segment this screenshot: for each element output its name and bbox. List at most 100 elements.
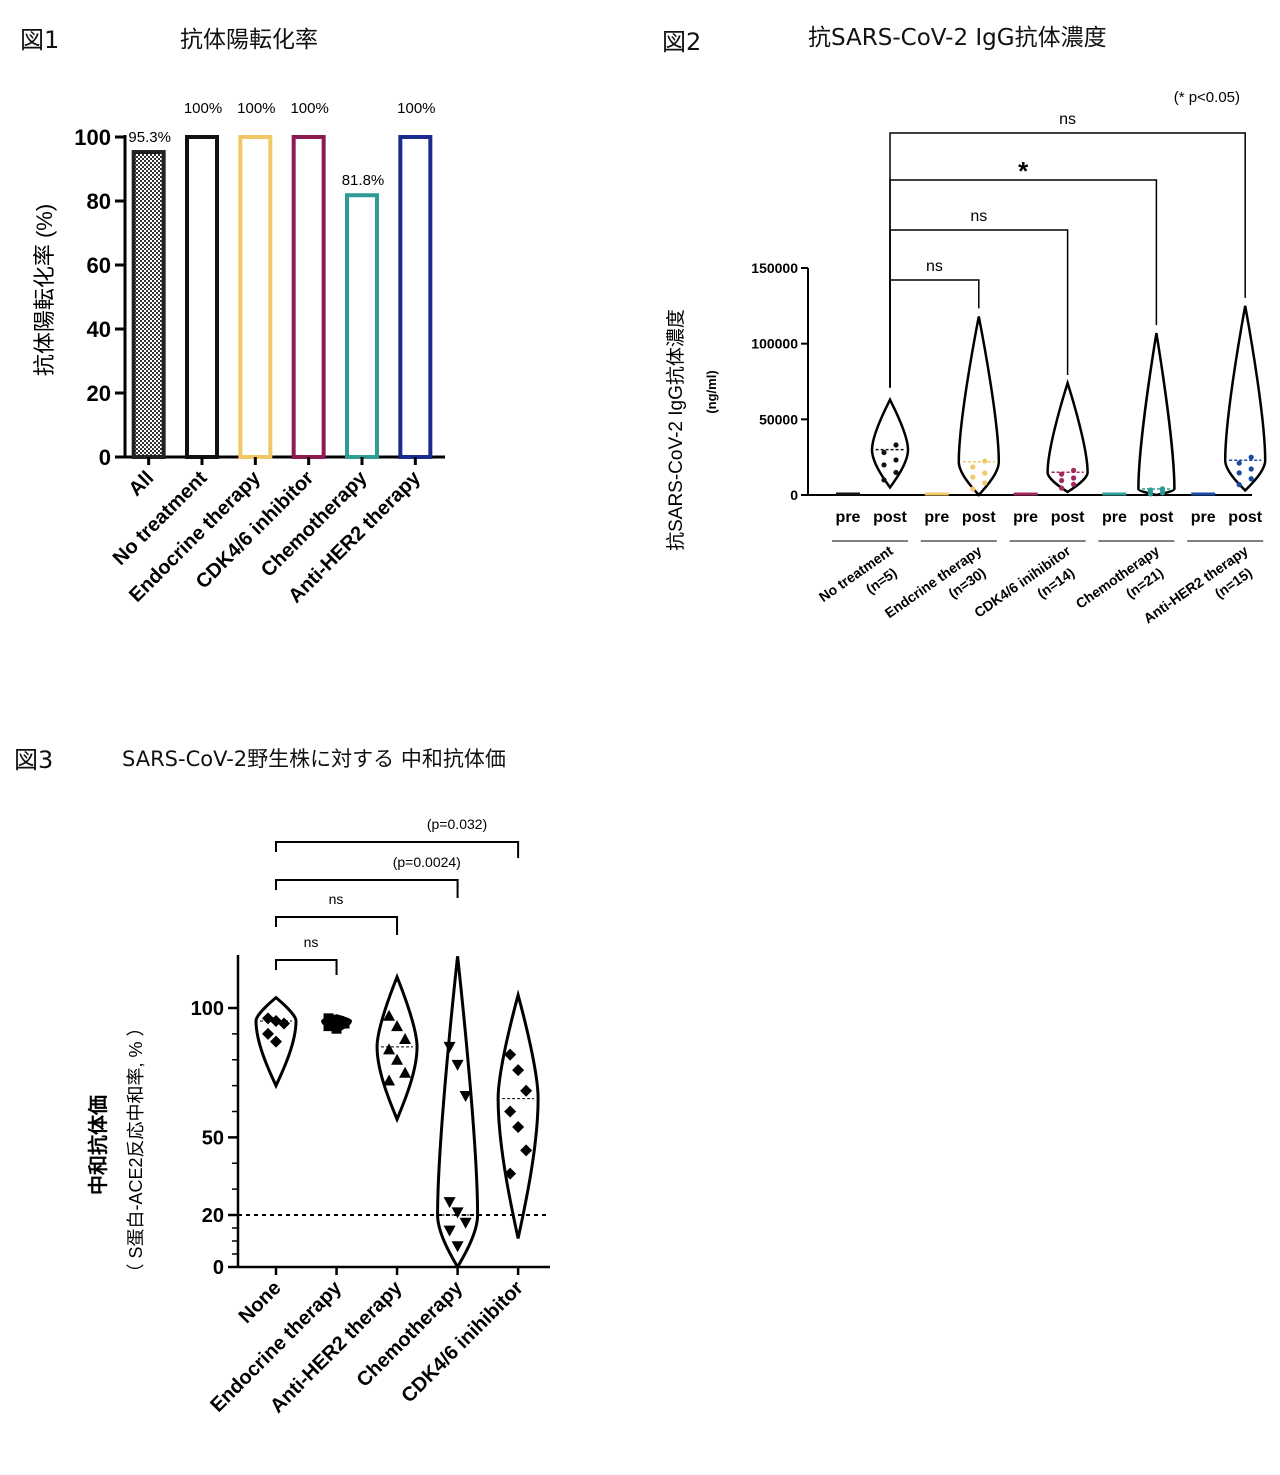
fig2-data-point [881, 477, 887, 483]
fig3-comparison-bracket [275, 841, 520, 858]
fig2-data-point [893, 457, 899, 463]
fig1-bar-value-label: 95.3% [128, 129, 171, 146]
fig2-comparison-label: ns [1059, 111, 1076, 128]
fig3-data-point [459, 1090, 472, 1102]
figure-3-violin-chart: 中和抗体価 （ S蛋白-ACE2反応中和率, % ） 02050100NoneE… [86, 816, 550, 1417]
fig2-data-point [982, 458, 988, 464]
fig3-violin [496, 989, 540, 1239]
fig2-data-point [881, 462, 887, 468]
figure-1-title: 抗体陽転化率 [180, 27, 318, 53]
fig3-x-tick-label: None [235, 1277, 286, 1328]
fig3-data-point [383, 1074, 396, 1086]
fig2-pre-label: pre [924, 509, 949, 526]
fig3-data-point [451, 1207, 464, 1219]
fig3-data-point [323, 1021, 334, 1032]
fig3-data-point [512, 1121, 525, 1134]
fig3-comparison-label: (p=0.0024) [393, 854, 461, 870]
figure-3-label: 図3 [14, 746, 54, 774]
fig3-data-point [391, 1053, 404, 1065]
fig2-post-label: post [1228, 509, 1262, 526]
fig2-pre-label: pre [1191, 509, 1216, 526]
fig1-bar-value-label: 100% [397, 100, 435, 117]
fig3-y-tick-label: 20 [202, 1205, 224, 1227]
fig2-comparison-bracket [889, 179, 1158, 388]
fig1-bar-value-label: 100% [290, 100, 328, 117]
fig2-post-label: post [962, 509, 996, 526]
figure-2-violin-chart: (* p<0.05) 抗SARS-CoV-2 IgG抗体濃度 (ng/ml) 0… [665, 89, 1267, 626]
fig2-data-point [893, 469, 899, 476]
fig3-data-point [520, 1084, 533, 1097]
fig3-violin [375, 972, 419, 1124]
fig3-data-point [331, 1015, 342, 1026]
fig2-comparison-bracket [889, 132, 1246, 388]
fig2-post-label: post [1140, 509, 1174, 526]
fig2-data-point [1071, 481, 1077, 487]
fig2-post-violin [1137, 332, 1176, 497]
fig2-data-point [1059, 477, 1065, 484]
fig1-bar [238, 135, 273, 459]
fig2-data-point [1236, 460, 1242, 466]
fig2-pre-label: pre [1013, 509, 1038, 526]
fig2-comparison-label: * [1018, 156, 1029, 186]
fig2-data-point [970, 486, 976, 492]
fig1-bar [345, 193, 379, 460]
fig3-data-point [504, 1105, 517, 1118]
fig2-data-point [1236, 482, 1242, 488]
fig3-data-point [443, 1041, 456, 1053]
fig2-post-violin [1046, 378, 1089, 494]
fig2-post-violin [870, 396, 910, 490]
fig1-y-axis-label: 抗体陽転化率 (%) [32, 204, 57, 376]
fig2-post-label: post [873, 509, 907, 526]
fig3-y-axis-sublabel: （ S蛋白-ACE2反応中和率, % ） [126, 1018, 146, 1281]
fig2-comparison-bracket [889, 229, 1069, 388]
fig1-x-tick-label: All [125, 467, 159, 501]
fig2-data-point [1059, 485, 1065, 491]
fig2-data-point [881, 449, 887, 456]
fig2-comparison-label: ns [926, 258, 943, 275]
fig2-data-point [970, 474, 976, 480]
fig2-comparison-bracket [889, 279, 980, 388]
figure-1-label: 図1 [20, 26, 60, 54]
fig3-data-point [399, 1066, 412, 1078]
fig2-data-point [1159, 486, 1165, 492]
fig2-data-point [1248, 476, 1254, 482]
figure-1-bar-chart: 抗体陽転化率 (%) 0 20 40 60 80 100 95.3% All 100% No tr… [32, 100, 445, 607]
fig2-y-tick-label: 50000 [759, 411, 798, 427]
figure-3-title: SARS-CoV-2野生株に対する 中和抗体価 [122, 747, 506, 771]
fig2-data-point [1248, 454, 1254, 460]
fig1-bar [291, 135, 326, 459]
fig3-data-point [262, 1027, 274, 1040]
fig1-x-tick-label: No treatment [109, 467, 212, 570]
fig2-y-axis-label: 抗SARS-CoV-2 IgG抗体濃度 [665, 309, 687, 551]
fig1-bar-value-label: 81.8% [342, 172, 385, 189]
fig3-x-tick-label: Chemotherapy [353, 1276, 468, 1391]
fig3-data-point [504, 1167, 517, 1180]
fig3-data-point [339, 1018, 350, 1029]
fig3-y-tick-label: 50 [202, 1127, 224, 1149]
fig1-y-tick-label: 20 [87, 381, 111, 406]
fig3-data-point [459, 1217, 472, 1229]
fig3-comparison-bracket [275, 959, 338, 975]
fig1-bar [185, 135, 219, 459]
fig2-data-point [970, 464, 976, 470]
fig2-post-label: post [1051, 509, 1085, 526]
fig3-comparison-label: ns [304, 934, 319, 950]
fig2-data-point [1147, 487, 1153, 493]
fig3-data-point [391, 1020, 404, 1032]
fig1-y-tick-label: 60 [87, 253, 111, 278]
fig2-data-point [1059, 471, 1065, 477]
fig2-y-tick-label: 150000 [751, 260, 798, 276]
figure-2-title: 抗SARS-CoV-2 IgG抗体濃度 [808, 25, 1107, 51]
fig3-data-point [443, 1225, 456, 1237]
fig3-comparison-bracket [275, 879, 459, 898]
fig2-comparison-label: ns [970, 208, 987, 225]
fig3-violin [436, 956, 480, 1271]
fig3-data-point [512, 1064, 525, 1077]
fig1-y-tick-label: 100 [74, 125, 111, 150]
fig3-data-point [520, 1144, 533, 1157]
fig3-data-point [383, 1043, 396, 1055]
fig3-data-point [504, 1048, 517, 1061]
fig1-y-tick-label: 40 [87, 317, 111, 342]
fig3-violin [254, 995, 298, 1090]
fig2-y-axis-unit: (ng/ml) [704, 370, 719, 413]
